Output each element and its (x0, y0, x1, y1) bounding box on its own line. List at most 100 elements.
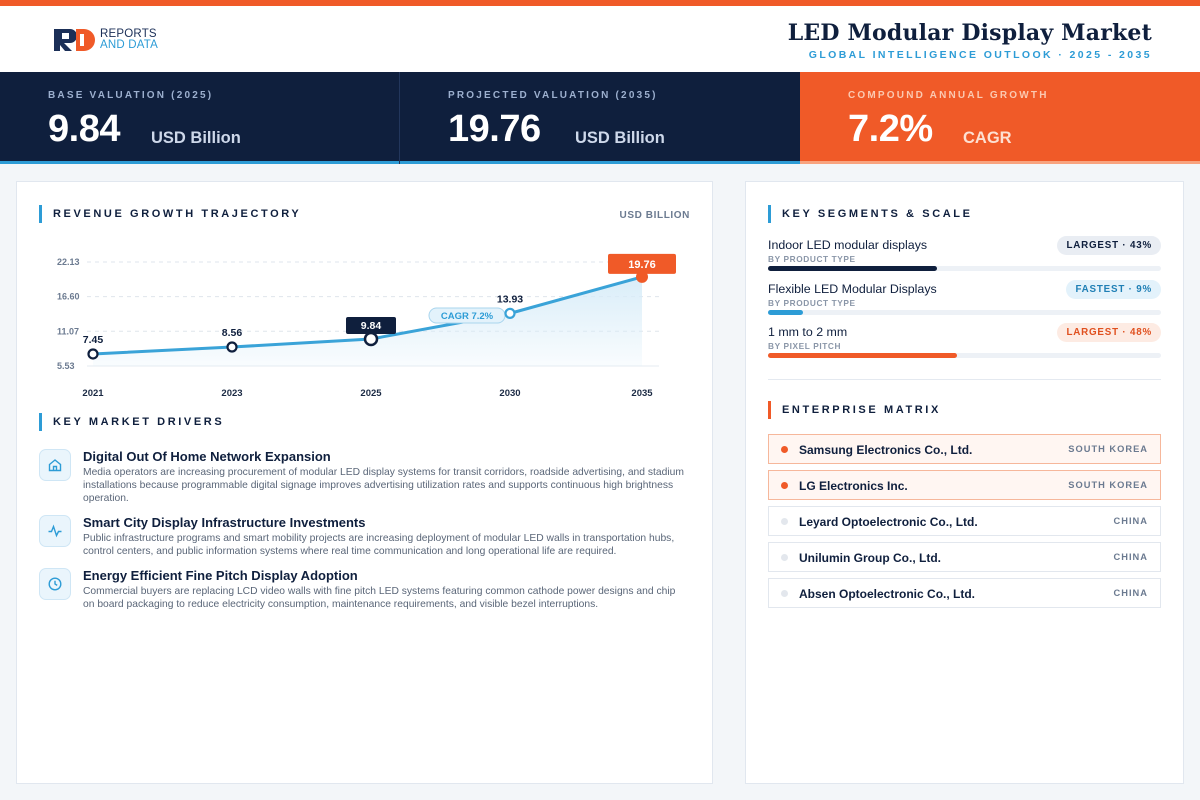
segment-badge: LARGEST · 48% (1057, 323, 1161, 342)
kpi-projected-valuation: PROJECTED VALUATION (2035) 19.76 USD Bil… (400, 72, 800, 164)
brand-name: REPORTS AND DATA (100, 28, 159, 51)
data-label-box (346, 316, 396, 334)
segment-name: Indoor LED modular displays (768, 238, 928, 252)
data-label: 8.56 (222, 327, 243, 339)
driver-description: Media operators are increasing procureme… (83, 467, 684, 505)
company-country: CHINA (1113, 552, 1148, 562)
status-dot (781, 554, 788, 561)
enterprise-row[interactable]: Unilumin Group Co., Ltd. CHINA (768, 542, 1161, 572)
segment-item: Flexible LED Modular Displays BY PRODUCT… (768, 280, 1161, 322)
kpi-base-valuation: BASE VALUATION (2025) 9.84 USD Billion (0, 72, 400, 164)
segments-section-title: KEY SEGMENTS & SCALE (768, 205, 973, 223)
x-tick-label: 2035 (631, 388, 653, 399)
y-tick-label: 11.07 (57, 326, 79, 336)
enterprise-row[interactable]: LG Electronics Inc. SOUTH KOREA (768, 470, 1161, 500)
status-dot (781, 518, 788, 525)
company-name: Leyard Optoelectronic Co., Ltd. (799, 515, 978, 529)
segment-bar-track (768, 310, 1161, 315)
driver-title: Digital Out Of Home Network Expansion (83, 449, 331, 464)
kpi-cagr: COMPOUND ANNUAL GROWTH 7.2% CAGR (800, 72, 1200, 164)
data-point (226, 341, 238, 353)
company-name: Absen Optoelectronic Co., Ltd. (799, 587, 976, 601)
y-tick-label: 5.53 (57, 361, 75, 371)
company-name: Unilumin Group Co., Ltd. (799, 551, 941, 565)
section-divider (768, 379, 1161, 380)
driver-item: Energy Efficient Fine Pitch Display Adop… (39, 568, 689, 616)
data-label: 19.76 (628, 259, 656, 271)
page-header: REPORTS AND DATA LED Modular Display Mar… (0, 6, 1200, 72)
drivers-section-title: KEY MARKET DRIVERS (39, 413, 224, 431)
enterprise-row[interactable]: Samsung Electronics Co., Ltd. SOUTH KORE… (768, 434, 1161, 464)
enterprise-row[interactable]: Leyard Optoelectronic Co., Ltd. CHINA (768, 506, 1161, 536)
brand-logo: REPORTS AND DATA (54, 28, 158, 52)
driver-title: Energy Efficient Fine Pitch Display Adop… (83, 568, 358, 583)
data-point (363, 331, 379, 347)
x-tick-label: 2023 (221, 388, 242, 399)
data-label: 7.45 (83, 334, 104, 346)
kpi-unit: CAGR (963, 129, 1012, 147)
driver-title: Smart City Display Infrastructure Invest… (83, 515, 366, 530)
company-country: CHINA (1113, 588, 1148, 598)
page-subtitle: GLOBAL INTELLIGENCE OUTLOOK · 2025 - 203… (808, 49, 1152, 61)
segment-name: 1 mm to 2 mm (768, 325, 848, 339)
left-panel: REVENUE GROWTH TRAJECTORY USD BILLION 5.… (16, 181, 713, 784)
segment-bar-track (768, 266, 1161, 271)
y-tick-label: 22.13 (57, 257, 80, 267)
pulse-icon (39, 515, 71, 547)
kpi-unit: USD Billion (575, 129, 665, 147)
status-dot (781, 446, 788, 453)
segment-name: Flexible LED Modular Displays (768, 282, 937, 296)
x-tick-label: 2021 (82, 388, 104, 399)
x-tick-label: 2025 (360, 388, 382, 399)
company-name: Samsung Electronics Co., Ltd. (799, 443, 973, 457)
x-tick-label: 2030 (499, 388, 520, 399)
kpi-value: 7.2% (848, 108, 933, 150)
kpi-value: 9.84 (48, 108, 120, 150)
kpi-label: COMPOUND ANNUAL GROWTH (848, 90, 1049, 101)
data-label-box (608, 253, 676, 274)
kpi-label: PROJECTED VALUATION (2035) (448, 90, 658, 101)
status-dot (781, 590, 788, 597)
segment-category: BY PRODUCT TYPE (768, 254, 856, 264)
series-area (93, 276, 642, 366)
segment-item: Indoor LED modular displays BY PRODUCT T… (768, 236, 1161, 278)
company-name: LG Electronics Inc. (799, 479, 908, 493)
segment-bar-fill (768, 353, 957, 358)
company-country: SOUTH KOREA (1068, 444, 1148, 454)
data-label: 9.84 (361, 320, 382, 332)
enterprise-row[interactable]: Absen Optoelectronic Co., Ltd. CHINA (768, 578, 1161, 608)
page-title: LED Modular Display Market (787, 20, 1152, 46)
driver-description: Commercial buyers are replacing LCD vide… (83, 586, 676, 611)
top-accent-bar (0, 0, 1200, 6)
data-point (636, 270, 648, 283)
enterprise-section-title: ENTERPRISE MATRIX (768, 401, 941, 419)
kpi-value: 19.76 (448, 108, 541, 150)
y-tick-label: 16.60 (57, 292, 80, 302)
company-country: SOUTH KOREA (1068, 480, 1148, 490)
home-icon (39, 449, 71, 481)
segment-category: BY PRODUCT TYPE (768, 298, 856, 308)
driver-description: Public infrastructure programs and smart… (83, 533, 675, 558)
clock-icon (39, 568, 71, 600)
segment-item: 1 mm to 2 mm BY PIXEL PITCH LARGEST · 48… (768, 323, 1161, 365)
status-dot (781, 482, 788, 489)
segment-badge: LARGEST · 43% (1057, 236, 1161, 255)
chart-section-title: REVENUE GROWTH TRAJECTORY (39, 205, 301, 223)
kpi-unit: USD Billion (151, 129, 241, 147)
brand-logo-mark (54, 29, 95, 51)
data-point (504, 307, 516, 319)
segment-bar-fill (768, 266, 937, 271)
company-country: CHINA (1113, 516, 1148, 526)
right-panel: KEY SEGMENTS & SCALE Indoor LED modular … (745, 181, 1184, 784)
segment-bar-track (768, 353, 1161, 358)
brand-line1: REPORTS (100, 28, 157, 40)
cagr-annotation: CAGR 7.2% (441, 311, 494, 322)
data-label: 13.93 (497, 293, 523, 305)
brand-line2: AND DATA (100, 39, 159, 51)
chart-unit-label: USD BILLION (619, 210, 690, 221)
segment-badge: FASTEST · 9% (1066, 280, 1161, 299)
kpi-label: BASE VALUATION (2025) (48, 90, 214, 101)
driver-item: Digital Out Of Home Network Expansion Me… (39, 449, 689, 509)
driver-item: Smart City Display Infrastructure Invest… (39, 515, 689, 563)
revenue-chart: 5.53 11.07 16.60 22.13 CAGR 7.2% 7.45 2021 8.56… (57, 253, 676, 399)
